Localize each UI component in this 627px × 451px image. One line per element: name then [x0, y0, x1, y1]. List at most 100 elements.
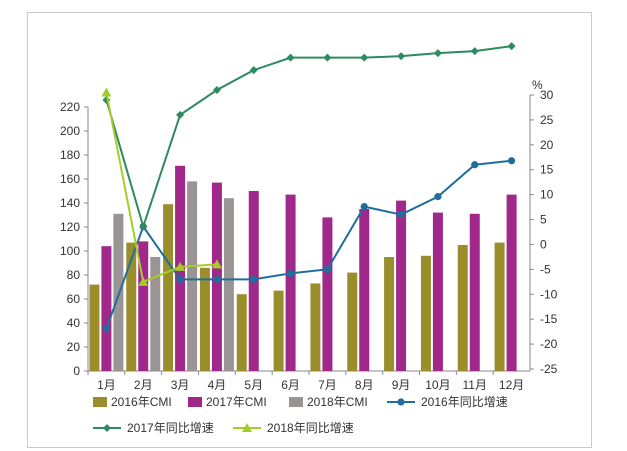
x-axis-tick-label: 9月	[392, 378, 411, 392]
bar	[420, 255, 431, 371]
line-point	[249, 66, 258, 75]
line-point	[471, 161, 479, 169]
legend-swatch	[188, 397, 202, 407]
line-point	[470, 47, 479, 56]
right-axis-tick-label: 10	[540, 188, 554, 202]
bar	[273, 290, 284, 371]
left-axis-tick-label: 80	[67, 268, 81, 282]
bar	[469, 213, 480, 371]
line-point	[286, 269, 295, 277]
left-axis-tick-label: 220	[60, 100, 80, 114]
line-point	[175, 261, 186, 271]
x-axis-tick-label: 1月	[97, 378, 116, 392]
x-axis-tick-label: 2月	[134, 378, 153, 392]
bar	[126, 242, 137, 371]
right-axis-unit: %	[532, 78, 543, 92]
left-axis-tick-label: 60	[67, 292, 81, 306]
line-point	[103, 424, 111, 432]
line-point	[101, 87, 112, 97]
line-point	[213, 275, 221, 283]
bar	[457, 245, 468, 371]
bar	[199, 267, 210, 371]
left-axis-tick-label: 160	[60, 172, 80, 186]
bar	[396, 200, 407, 371]
right-axis-tick-label: -5	[540, 262, 551, 276]
left-axis-tick-label: 140	[60, 196, 80, 210]
right-axis-tick-label: -15	[540, 312, 558, 326]
legend-label: 2016年同比增速	[421, 395, 508, 409]
line-point	[434, 193, 442, 201]
line-point	[360, 53, 369, 62]
x-axis-tick-label: 10月	[425, 378, 450, 392]
x-axis-tick-label: 7月	[318, 378, 337, 392]
legend-label: 2016年CMI	[111, 395, 172, 409]
line-point	[507, 42, 516, 51]
line-point	[139, 222, 148, 231]
left-axis-tick-label: 100	[60, 244, 80, 258]
right-axis-tick-label: 25	[540, 113, 554, 127]
left-axis-tick-label: 180	[60, 148, 80, 162]
legend-label: 2017年同比增速	[127, 421, 214, 435]
bar	[494, 242, 505, 371]
legend-swatch	[93, 397, 107, 407]
line-point	[176, 110, 185, 119]
left-axis-tick-label: 200	[60, 124, 80, 138]
bar	[310, 283, 321, 371]
right-axis-tick-label: -25	[540, 362, 558, 376]
series-line	[105, 92, 217, 284]
line-point	[242, 423, 252, 432]
right-axis-tick-label: 15	[540, 163, 554, 177]
line-point	[102, 325, 111, 333]
legend-label: 2018年同比增速	[267, 421, 354, 435]
bar	[384, 257, 395, 371]
line-point	[250, 275, 258, 283]
right-axis-tick-label: 20	[540, 138, 554, 152]
bar	[432, 212, 443, 371]
bar	[187, 181, 198, 371]
x-axis-tick-label: 4月	[208, 378, 227, 392]
series-line	[105, 159, 512, 329]
line-point	[397, 398, 405, 406]
line-point	[286, 53, 295, 62]
x-axis-tick-label: 11月	[463, 378, 487, 392]
line-point	[360, 202, 368, 211]
line-point	[433, 49, 442, 58]
bar	[163, 204, 174, 371]
right-axis-tick-label: 30	[540, 88, 554, 102]
right-axis-tick-label: 0	[540, 237, 547, 251]
bar	[236, 294, 247, 371]
line-point	[323, 265, 332, 273]
bar	[285, 194, 296, 371]
bar	[506, 194, 517, 371]
legend-swatch	[289, 397, 303, 407]
line-point	[323, 53, 332, 62]
line-point	[507, 157, 516, 165]
bar	[223, 198, 234, 371]
line-point	[176, 275, 184, 283]
left-axis-tick-label: 120	[60, 220, 80, 234]
bar	[359, 209, 370, 371]
bar	[113, 213, 124, 371]
legend-label: 2017年CMI	[206, 395, 267, 409]
left-axis-tick-label: 20	[67, 340, 81, 354]
x-axis-tick-label: 3月	[171, 378, 190, 392]
right-axis-tick-label: -20	[540, 337, 558, 351]
bar	[347, 272, 358, 371]
line-point	[138, 276, 149, 286]
series-line	[105, 45, 512, 230]
x-axis-tick-label: 5月	[244, 378, 263, 392]
line-point	[212, 86, 221, 95]
line-point	[397, 52, 406, 61]
left-axis-tick-label: 0	[73, 364, 80, 378]
bar	[322, 217, 333, 371]
bar	[138, 241, 149, 371]
legend-label: 2018年CMI	[307, 395, 368, 409]
x-axis-tick-label: 8月	[355, 378, 374, 392]
line-point	[397, 210, 405, 219]
left-axis-tick-label: 40	[67, 316, 81, 330]
x-axis-tick-label: 12月	[499, 378, 524, 392]
bar	[101, 246, 112, 371]
bar	[150, 257, 161, 371]
bar	[89, 284, 100, 371]
